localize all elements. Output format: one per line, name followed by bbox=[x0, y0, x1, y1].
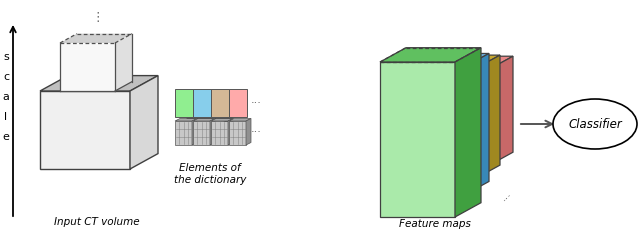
Polygon shape bbox=[380, 48, 481, 62]
Polygon shape bbox=[115, 34, 132, 91]
Polygon shape bbox=[497, 56, 513, 161]
Bar bbox=[229, 89, 247, 117]
Polygon shape bbox=[432, 55, 500, 65]
Text: a: a bbox=[3, 92, 10, 102]
Polygon shape bbox=[455, 56, 513, 65]
Text: s: s bbox=[3, 52, 9, 62]
Polygon shape bbox=[130, 76, 158, 169]
Polygon shape bbox=[380, 62, 455, 217]
Text: ···: ··· bbox=[251, 98, 262, 108]
Polygon shape bbox=[211, 118, 233, 121]
Text: Feature maps: Feature maps bbox=[399, 219, 471, 229]
Polygon shape bbox=[432, 65, 482, 175]
Ellipse shape bbox=[553, 99, 637, 149]
Polygon shape bbox=[60, 43, 115, 91]
Text: *: * bbox=[204, 123, 216, 143]
Polygon shape bbox=[60, 34, 132, 43]
Polygon shape bbox=[408, 65, 468, 193]
Polygon shape bbox=[192, 118, 197, 145]
Polygon shape bbox=[193, 118, 215, 121]
Polygon shape bbox=[40, 91, 130, 169]
Polygon shape bbox=[229, 121, 246, 145]
Polygon shape bbox=[482, 55, 500, 175]
Polygon shape bbox=[468, 54, 489, 193]
Bar bbox=[193, 89, 211, 117]
Text: Classifier: Classifier bbox=[568, 118, 622, 131]
Text: ···: ··· bbox=[500, 190, 515, 204]
Bar bbox=[211, 89, 229, 117]
Polygon shape bbox=[211, 121, 228, 145]
Text: Input CT volume: Input CT volume bbox=[54, 217, 140, 227]
Text: c: c bbox=[3, 72, 9, 82]
Polygon shape bbox=[455, 65, 497, 161]
Polygon shape bbox=[229, 118, 251, 121]
Polygon shape bbox=[455, 48, 481, 217]
Polygon shape bbox=[175, 121, 192, 145]
Polygon shape bbox=[175, 118, 197, 121]
Bar bbox=[175, 89, 193, 117]
Polygon shape bbox=[228, 118, 233, 145]
Polygon shape bbox=[193, 121, 210, 145]
Polygon shape bbox=[40, 76, 158, 91]
Polygon shape bbox=[408, 54, 489, 65]
Polygon shape bbox=[246, 118, 251, 145]
Text: ⋮: ⋮ bbox=[92, 10, 104, 23]
Text: e: e bbox=[3, 132, 10, 142]
Text: l: l bbox=[4, 112, 8, 122]
Text: Elements of
the dictionary: Elements of the dictionary bbox=[174, 163, 246, 185]
Text: ···: ··· bbox=[251, 127, 262, 137]
Polygon shape bbox=[210, 118, 215, 145]
